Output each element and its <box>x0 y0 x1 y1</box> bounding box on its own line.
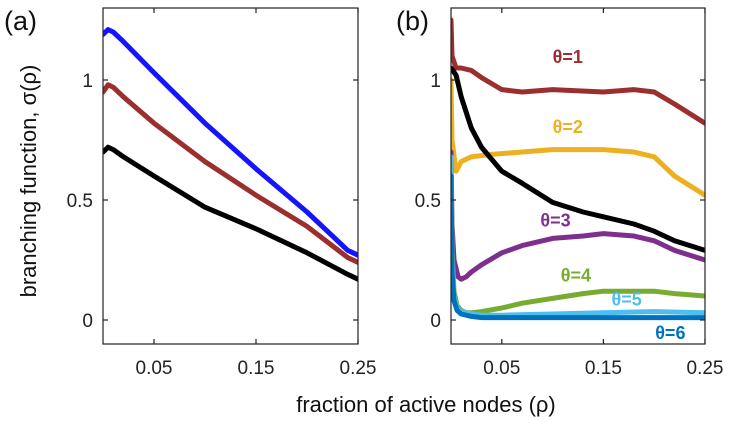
panel-label: (a) <box>4 6 37 36</box>
series-line-1 <box>103 27 358 258</box>
annotation-theta-6: θ=6 <box>655 323 685 343</box>
x-tick-label: 0.05 <box>136 358 173 379</box>
y-tick-label: 0 <box>82 311 93 332</box>
x-tick-label: 0.15 <box>585 358 622 379</box>
y-axis-label: branching function, σ(ρ) <box>16 65 41 298</box>
series-line-2 <box>451 77 705 198</box>
annotation-theta-3: θ=3 <box>540 210 570 230</box>
x-tick-label: 0.25 <box>340 358 377 379</box>
series-line-3 <box>103 144 358 282</box>
x-tick-label: 0.25 <box>687 358 724 379</box>
plot-frame <box>450 7 706 345</box>
annotation-theta-2: θ=2 <box>553 117 583 137</box>
panel-label: (b) <box>396 6 429 36</box>
annotation-theta-5: θ=5 <box>612 290 642 310</box>
x-axis-label: fraction of active nodes (ρ) <box>296 392 556 417</box>
plot-frame <box>102 7 359 345</box>
y-tick-label: 0 <box>430 311 441 332</box>
y-tick-label: 1 <box>82 71 93 92</box>
annotation-theta-4: θ=4 <box>561 266 591 286</box>
y-tick-label: 1 <box>430 71 441 92</box>
x-tick-label: 0.15 <box>238 358 275 379</box>
series-line-2 <box>103 82 358 265</box>
series-line-3 <box>451 65 705 253</box>
series-line-4 <box>451 149 705 282</box>
annotation-theta-1: θ=1 <box>553 47 583 67</box>
y-tick-label: 0.5 <box>67 191 93 212</box>
x-tick-label: 0.05 <box>483 358 520 379</box>
panel-a: (a) 0.05 0.15 0.25 0 0.5 1 <box>4 6 376 379</box>
series-line-7 <box>451 173 705 321</box>
series-line-1 <box>451 17 705 126</box>
y-tick-label: 0.5 <box>415 191 441 212</box>
panel-b: (b) 0.05 0.15 0.25 0 0.5 1 θ=1 θ=2 θ=3 θ=4 θ=5 θ=6 <box>396 6 723 379</box>
